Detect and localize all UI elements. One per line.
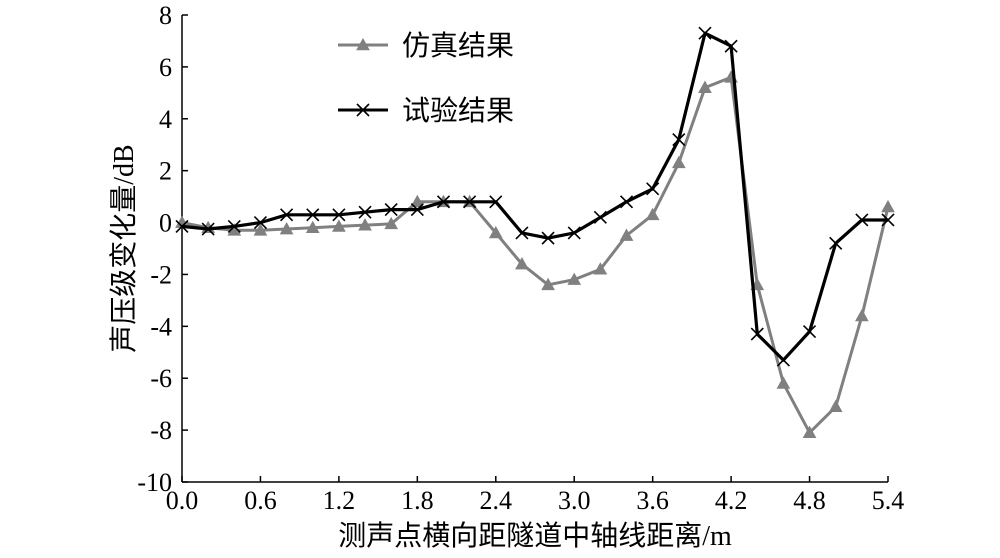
- series-1-line: [181, 75, 890, 435]
- series-1-point: [698, 80, 712, 93]
- legend-label-1: 仿真结果: [402, 30, 514, 62]
- series-2-point: [358, 205, 372, 219]
- series-1-point: [515, 257, 529, 270]
- x-tick-label: 1.8: [401, 486, 434, 515]
- x-tick-label: 4.8: [793, 486, 826, 515]
- x-tick-label: 2.4: [480, 486, 513, 515]
- series-1: [175, 70, 895, 439]
- x-axis-title: 测声点横向距隧道中轴线距离/m: [338, 520, 732, 552]
- series-1-point: [855, 308, 869, 322]
- x-tick-label: 0.6: [244, 486, 277, 515]
- y-tick-label: -8: [150, 416, 172, 445]
- series-2-point: [750, 327, 764, 341]
- legend-marker-1: [356, 37, 370, 51]
- series-2-point: [855, 213, 869, 227]
- series-1-point: [541, 277, 555, 291]
- series-2-point: [280, 208, 294, 222]
- x-tick-label: 4.2: [715, 486, 748, 515]
- series-2-point: [698, 26, 712, 40]
- legend-label-2: 试验结果: [402, 95, 514, 127]
- series-2-point: [802, 324, 817, 339]
- series-1-point: [881, 199, 895, 213]
- x-tick-label: 3.0: [558, 486, 591, 515]
- series-1-point: [279, 222, 294, 235]
- series-1-point: [332, 219, 346, 232]
- y-axis-title: 声压级变化量/dB: [108, 144, 140, 352]
- series-2: [175, 26, 895, 367]
- series-2-point: [724, 39, 738, 53]
- legend-entry-1: 仿真结果: [338, 30, 514, 62]
- series-2-point: [829, 236, 843, 250]
- series-2-point: [463, 195, 477, 209]
- y-tick-label: 0: [159, 209, 172, 238]
- series-2-point: [175, 219, 189, 234]
- series-1-point: [488, 225, 503, 239]
- x-tick-label: 3.6: [636, 486, 669, 515]
- series-1-point: [828, 399, 843, 413]
- series-2-point: [332, 208, 346, 222]
- y-tick-label: -10: [137, 468, 172, 497]
- series-2-point: [306, 208, 320, 222]
- series-layer: [175, 26, 895, 439]
- y-tick-label: 6: [159, 53, 172, 82]
- x-tick-label: 1.2: [323, 486, 356, 515]
- x-tick-label: 0.0: [166, 486, 199, 515]
- series-2-point: [672, 132, 686, 147]
- series-2-point: [384, 203, 398, 217]
- series-1-point: [567, 272, 582, 285]
- series-2-point: [201, 222, 215, 236]
- series-1-point: [593, 262, 608, 275]
- series-1-point: [619, 228, 634, 241]
- series-2-point: [436, 195, 451, 209]
- y-tick-label: 2: [159, 157, 172, 186]
- series-1-point: [384, 216, 399, 230]
- legend-entry-2: 试验结果: [338, 95, 514, 127]
- y-tick-label: 8: [159, 1, 172, 30]
- y-tick-label: 4: [159, 105, 172, 134]
- series-2-line: [181, 31, 888, 362]
- series-2-point: [567, 226, 581, 240]
- series-2-point: [881, 213, 895, 227]
- series-2-point: [776, 353, 790, 367]
- axes: -10 -8 -6 -4 -2 0 2 4 6 8 0.0 0.6 1.2 1.8 2.4 3.0 3.6 4.2…: [137, 1, 904, 515]
- series-2-point: [515, 226, 529, 240]
- series-2-point: [619, 195, 634, 209]
- legend-marker-2: [356, 103, 370, 117]
- y-tick-label: -6: [150, 364, 172, 393]
- series-1-point: [802, 425, 817, 439]
- series-2-point: [593, 210, 607, 224]
- series-1-point: [776, 376, 791, 389]
- series-2-point: [410, 203, 424, 217]
- series-1-point: [410, 194, 425, 208]
- series-2-point: [541, 231, 555, 245]
- series-2-point: [646, 182, 660, 196]
- series-1-point: [671, 155, 686, 169]
- series-2-point: [489, 195, 503, 209]
- y-tick-label: -2: [150, 260, 172, 289]
- series-2-point: [253, 215, 268, 230]
- y-tick-label: -4: [150, 312, 172, 341]
- series-1-point: [645, 207, 660, 221]
- series-2-point: [227, 219, 241, 234]
- series-1-point: [253, 223, 268, 236]
- series-1-point: [358, 218, 372, 231]
- x-tick-label: 5.4: [872, 486, 905, 515]
- series-1-point: [305, 220, 320, 234]
